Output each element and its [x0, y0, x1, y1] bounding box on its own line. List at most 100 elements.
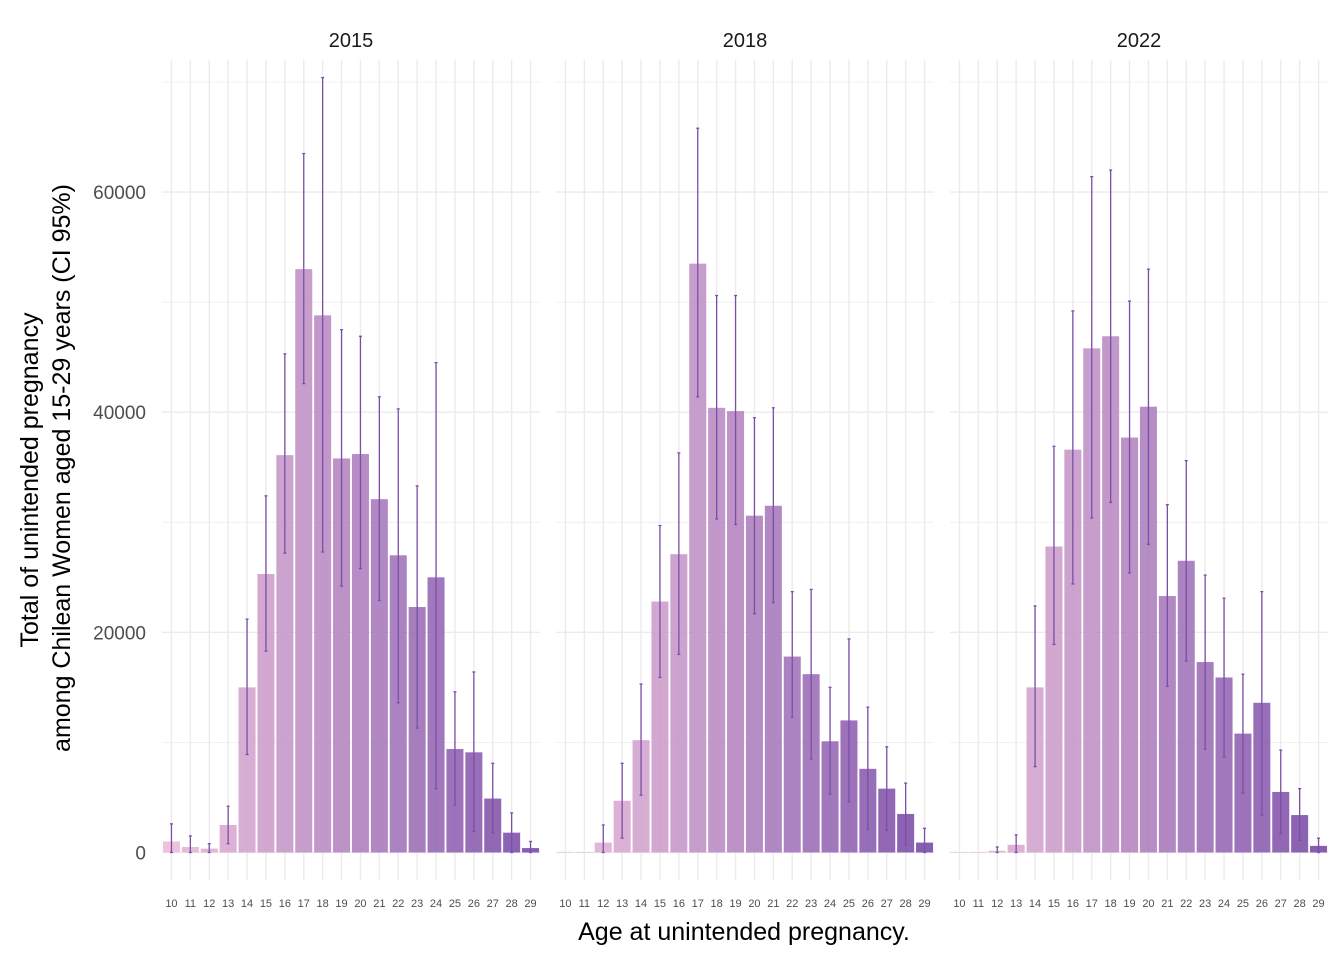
error-bar-24 [434, 362, 438, 790]
error-bar-29 [529, 840, 533, 854]
x-tick-label: 22 [1180, 898, 1192, 910]
bar-22 [783, 656, 801, 853]
bar-10 [950, 852, 968, 853]
x-tick-label: 20 [748, 898, 760, 910]
x-tick-label: 29 [1312, 898, 1324, 910]
y-tick-label: 20000 [93, 623, 146, 644]
error-bar-19 [340, 329, 344, 587]
x-tick-label: 27 [1275, 898, 1287, 910]
x-tick-label: 16 [279, 898, 291, 910]
error-bar-13 [226, 805, 230, 845]
x-tick-label: 22 [786, 898, 798, 910]
error-bar-14 [639, 683, 643, 796]
x-tick-label: 15 [1048, 898, 1060, 910]
error-bar-25 [1241, 673, 1245, 794]
bar-23 [408, 607, 426, 853]
bar-14 [632, 740, 650, 853]
x-tick-label: 12 [991, 898, 1003, 910]
x-tick-label: 15 [654, 898, 666, 910]
bar-20 [745, 515, 763, 853]
error-bar-16 [283, 353, 287, 554]
x-tick-label: 20 [354, 898, 366, 910]
bar-17 [295, 269, 313, 853]
error-bar-25 [847, 638, 851, 803]
x-tick-label: 23 [411, 898, 423, 910]
error-bar-22 [396, 408, 400, 704]
error-bar-26 [472, 671, 476, 833]
x-tick-label: 18 [317, 898, 329, 910]
gridlines [162, 60, 540, 880]
error-bar-20 [752, 417, 756, 615]
panel-2022: 2022 10 11 12 13 14 15 16 17 18 19 20 21 22 23 24 25 26 27… [950, 30, 1328, 910]
error-bar-18 [715, 294, 719, 520]
x-tick-label: 19 [1123, 898, 1135, 910]
y-axis-title-line-1: Total of unintended pregnancy [16, 312, 44, 647]
x-tick-label: 14 [241, 898, 253, 910]
panel-title: 2015 [329, 30, 374, 52]
x-tick-label: 13 [222, 898, 234, 910]
bar-15 [1045, 546, 1063, 853]
x-tick-label: 11 [973, 898, 984, 910]
bar-20 [1139, 406, 1157, 853]
error-bar-27 [491, 762, 495, 834]
error-bar-15 [264, 495, 268, 652]
bar-21 [764, 505, 782, 853]
error-bar-22 [1184, 459, 1188, 662]
error-bar-17 [696, 127, 700, 398]
x-tick-label: 25 [1237, 898, 1249, 910]
x-tick-label: 28 [506, 898, 518, 910]
y-tick-label: 40000 [93, 403, 146, 424]
bar-14 [238, 687, 256, 853]
x-tick-label: 12 [597, 898, 609, 910]
bar-19 [1121, 437, 1139, 853]
bar-17 [689, 263, 707, 853]
x-tick-label: 18 [711, 898, 723, 910]
bar-19 [727, 411, 745, 853]
x-tick-label: 25 [843, 898, 855, 910]
x-tick-label: 18 [1105, 898, 1117, 910]
bar-15 [651, 601, 669, 853]
x-tick-label: 17 [1086, 898, 1098, 910]
y-tick-label: 0 [135, 843, 146, 864]
x-tick-label: 11 [579, 898, 590, 910]
error-bar-19 [1128, 300, 1132, 574]
bar-16 [1064, 449, 1082, 853]
x-tick-label: 23 [1199, 898, 1211, 910]
error-bar-17 [302, 152, 306, 385]
x-axis-ticks: 10 11 12 13 14 15 16 17 18 19 20 21 22 23 24 25 26 27 28 29 [559, 898, 930, 910]
error-bar-16 [677, 452, 681, 656]
x-tick-label: 25 [449, 898, 461, 910]
x-tick-label: 10 [559, 898, 571, 910]
error-bar-28 [1298, 787, 1302, 842]
panel-title: 2018 [723, 30, 768, 52]
x-tick-label: 21 [1161, 898, 1173, 910]
error-bar-21 [771, 407, 775, 604]
x-tick-label: 24 [1218, 898, 1230, 910]
error-bar-24 [1222, 597, 1226, 758]
bar-22 [389, 555, 407, 853]
x-tick-label: 10 [953, 898, 965, 910]
error-bar-28 [904, 782, 908, 846]
panel-title: 2022 [1117, 30, 1162, 52]
error-bars [995, 169, 1321, 854]
bar-15 [257, 574, 275, 853]
bar-16 [670, 554, 688, 853]
error-bar-15 [658, 524, 662, 679]
gridlines [950, 60, 1328, 880]
x-tick-label: 24 [824, 898, 836, 910]
bar-23 [802, 674, 820, 853]
error-bar-25 [453, 691, 457, 806]
error-bar-20 [358, 335, 362, 570]
x-tick-label: 26 [1256, 898, 1268, 910]
x-tick-label: 21 [373, 898, 385, 910]
error-bars [169, 76, 533, 854]
error-bar-14 [1033, 605, 1037, 768]
bar-20 [351, 454, 369, 853]
bars [556, 263, 934, 853]
bar-22 [1177, 560, 1195, 853]
error-bar-22 [790, 590, 794, 718]
bars [162, 269, 540, 853]
bar-11 [575, 852, 593, 853]
bar-17 [1083, 348, 1101, 853]
error-bar-23 [415, 485, 419, 729]
